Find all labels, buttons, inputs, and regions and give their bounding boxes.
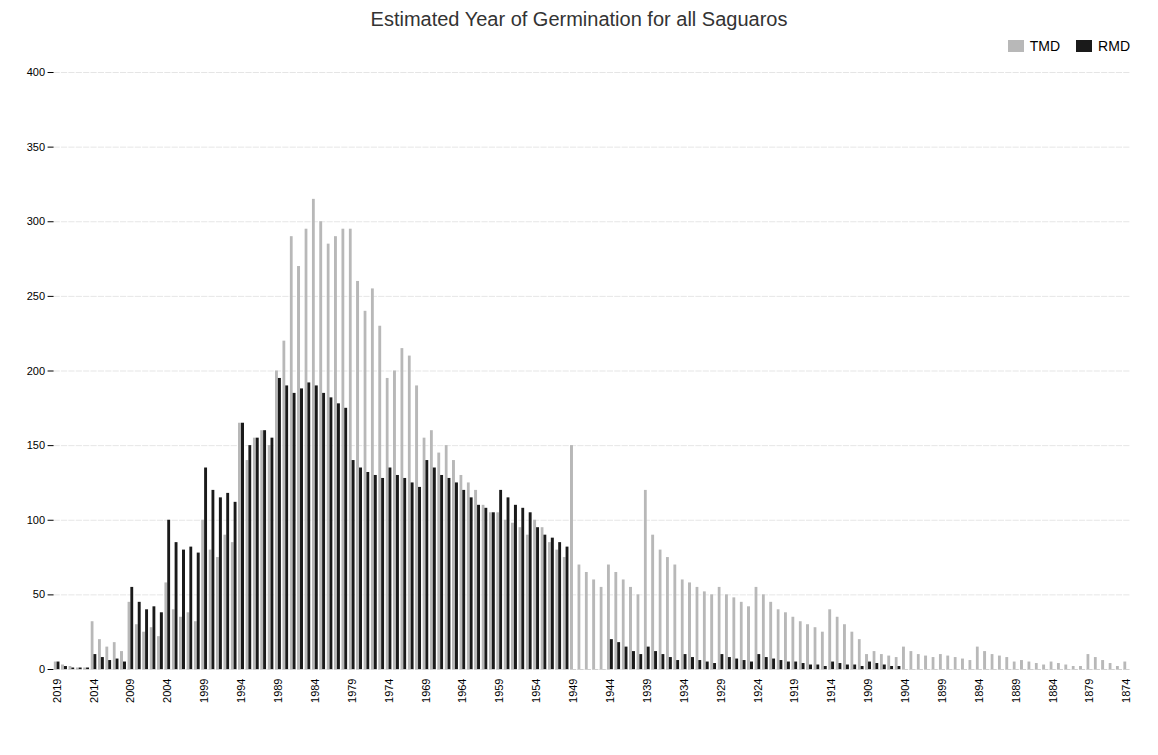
svg-text:1999: 1999 [198,679,210,703]
svg-text:1889: 1889 [1010,679,1022,703]
svg-text:1974: 1974 [383,679,395,703]
svg-text:1954: 1954 [530,679,542,703]
html-text:TMD: TMD [1029,38,1061,54]
svg-text:2004: 2004 [161,679,173,703]
svg-text:1964: 1964 [456,679,468,703]
svg-text:1959: 1959 [493,679,505,703]
svg-text:0: 0 [39,663,45,675]
html-text:Estimated Year of Germination: Estimated Year of Germination for all Sa… [370,8,788,30]
svg-text:1984: 1984 [309,679,321,703]
svg-text:150: 150 [27,439,45,451]
svg-text:1874: 1874 [1120,679,1132,703]
svg-text:1949: 1949 [567,679,579,703]
svg-text:1969: 1969 [420,679,432,703]
svg-text:1899: 1899 [936,679,948,703]
svg-text:1924: 1924 [751,679,763,703]
svg-text:250: 250 [27,290,45,302]
svg-text:200: 200 [27,365,45,377]
svg-text:1894: 1894 [973,679,985,703]
svg-text:1989: 1989 [272,679,284,703]
svg-text:100: 100 [27,514,45,526]
svg-text:2009: 2009 [124,679,136,703]
svg-text:1884: 1884 [1047,679,1059,703]
svg-text:1979: 1979 [346,679,358,703]
svg-text:350: 350 [27,141,45,153]
svg-text:1934: 1934 [678,679,690,703]
svg-text:1994: 1994 [235,679,247,703]
html-text:RMD: RMD [1098,38,1130,54]
svg-text:1944: 1944 [604,679,616,703]
svg-text:1909: 1909 [862,679,874,703]
svg-text:1929: 1929 [715,679,727,703]
svg-text:1939: 1939 [641,679,653,703]
svg-text:2019: 2019 [51,679,63,703]
svg-text:1919: 1919 [788,679,800,703]
svg-text:1879: 1879 [1083,679,1095,703]
svg-text:50: 50 [33,588,45,600]
svg-text:300: 300 [27,215,45,227]
svg-text:400: 400 [27,66,45,78]
svg-text:1914: 1914 [825,679,837,703]
svg-text:2014: 2014 [88,679,100,703]
svg-text:1904: 1904 [899,679,911,703]
